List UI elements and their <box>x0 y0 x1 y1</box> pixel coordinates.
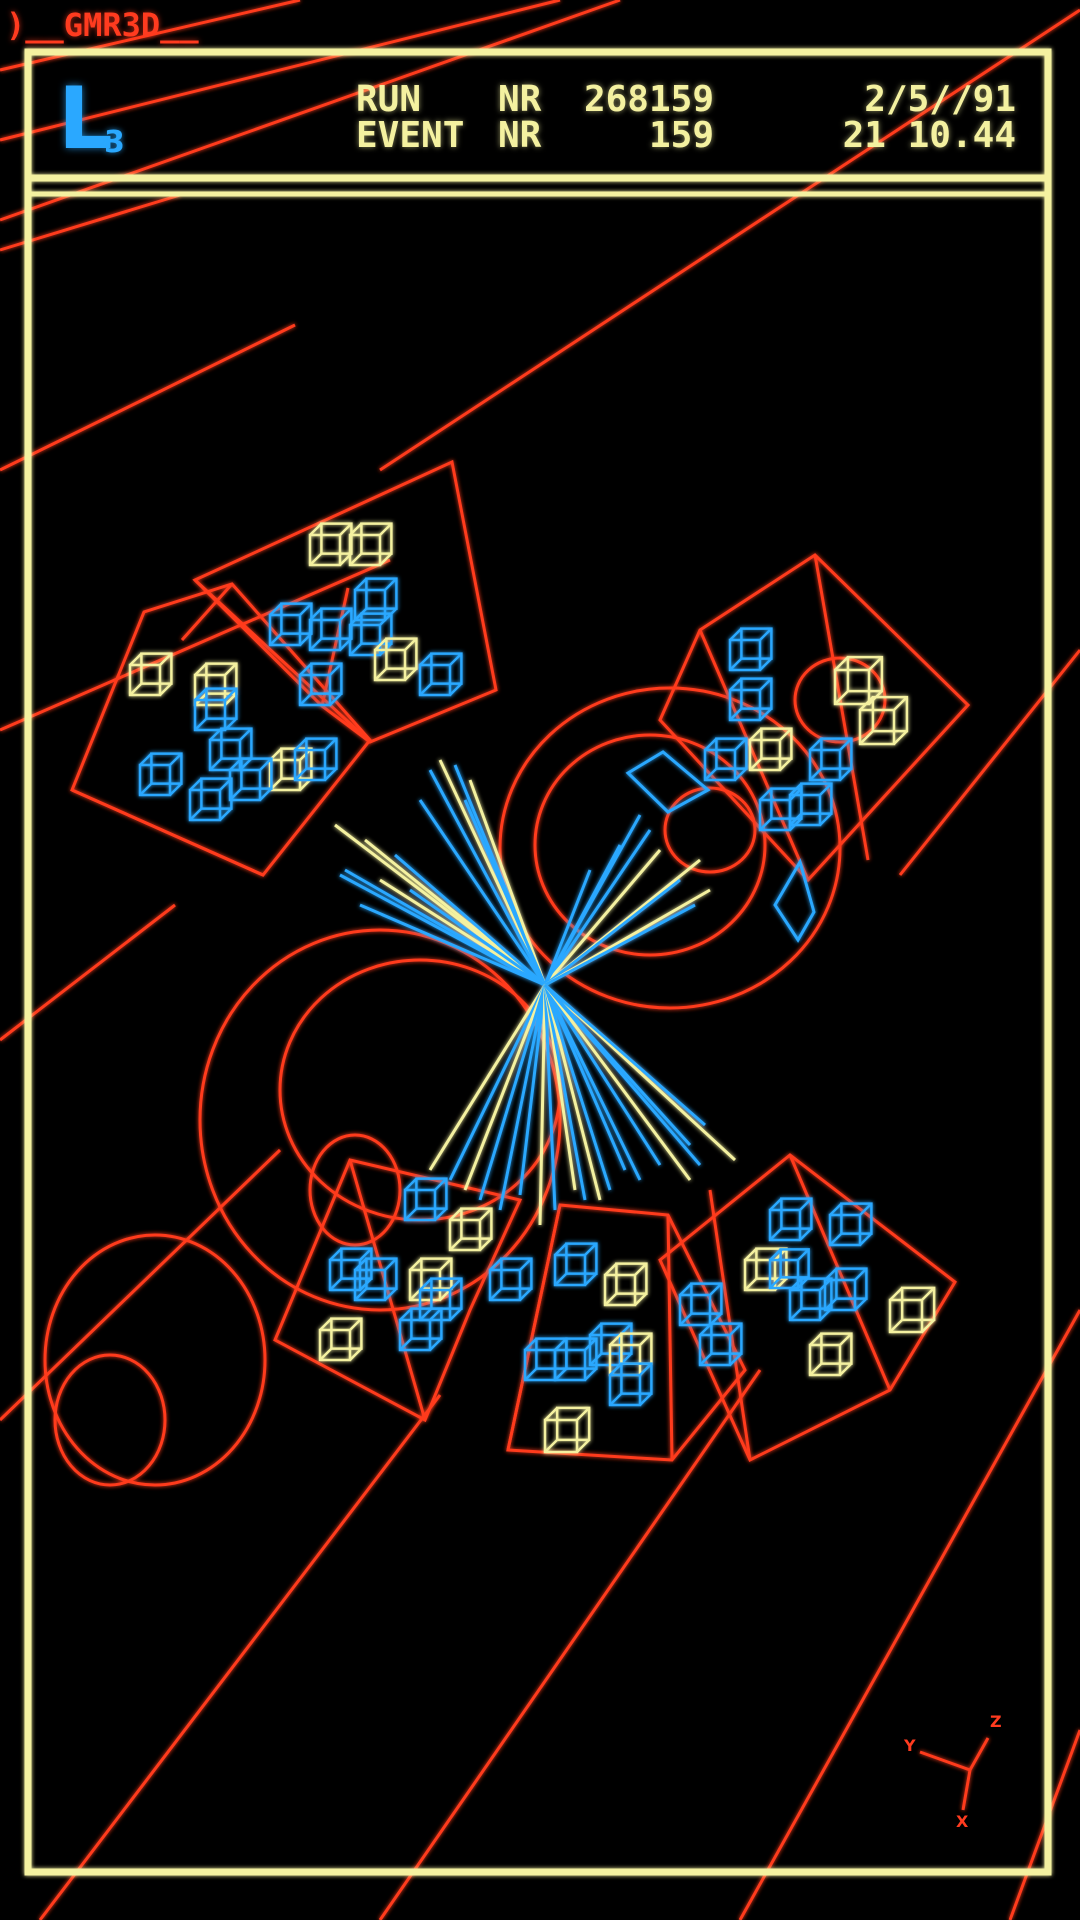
calorimeter-hit-cube <box>373 637 418 682</box>
event-nr-label: NR <box>498 115 542 156</box>
calorimeter-hit-cube <box>418 652 463 697</box>
particle-track <box>409 888 546 987</box>
calorimeter-hit-cube <box>828 1202 873 1247</box>
calorimeter-hit-cube <box>353 1257 398 1302</box>
particle-track <box>379 878 546 987</box>
calorimeter-hit-cube <box>128 652 173 697</box>
calorimeter-hit-cube <box>678 1282 723 1327</box>
particle-track <box>468 779 547 986</box>
calorimeter-hit-cube <box>293 737 338 782</box>
calorimeter-hit-cube <box>728 627 773 672</box>
particle-track <box>543 984 692 1181</box>
calorimeter-hit-cube <box>703 737 748 782</box>
particle-track <box>543 984 602 1201</box>
event-date: 2/5//91 <box>864 79 1016 120</box>
particle-track <box>543 829 652 986</box>
calorimeter-hit-cube <box>768 1197 813 1242</box>
calorimeter-hit-cube <box>448 1207 493 1252</box>
particle-track <box>543 869 592 986</box>
experiment-logo-subscript: 3 <box>104 125 125 160</box>
particle-track <box>544 878 681 987</box>
calorimeter-hit-cube <box>808 1332 853 1377</box>
calorimeter-modules <box>70 459 971 1463</box>
calorimeter-hit-cube <box>608 1362 653 1407</box>
calorimeter-hit-cube <box>308 522 353 567</box>
calorimeter-hit-cube <box>298 662 343 707</box>
event-time: 21 10.44 <box>842 115 1016 156</box>
calorimeter-hit-cube <box>728 677 773 722</box>
particle-track <box>543 984 642 1181</box>
calorimeter-hit-cube <box>888 1286 936 1334</box>
calorimeter-hit-cube <box>318 1317 363 1362</box>
calorimeter-hit-cube <box>348 612 393 657</box>
particle-track <box>538 984 547 1226</box>
calorimeter-hit-cube <box>348 522 393 567</box>
calorimeter-hit-cube <box>858 695 909 746</box>
calorimeter-hit-cube <box>328 1247 373 1292</box>
particle-track <box>463 984 547 1191</box>
calorimeter-hit-cube <box>748 727 793 772</box>
particle-track <box>518 984 547 1196</box>
calorimeter-hit-cube <box>808 737 853 782</box>
calorimeter-hits <box>128 522 936 1454</box>
run-number: 268159 <box>583 79 714 120</box>
particle-track <box>394 853 546 987</box>
calorimeter-hit-cube <box>398 1307 443 1352</box>
particle-track <box>339 873 546 987</box>
calorimeter-hit-cube <box>308 607 353 652</box>
calorimeter-hit-cube <box>208 727 253 772</box>
calorimeter-hit-cube <box>553 1242 598 1287</box>
calorimeter-hit-cube <box>188 777 233 822</box>
calorimeter-hit-cube <box>488 1257 533 1302</box>
calorimeter-hit-cube <box>228 757 273 802</box>
particle-track <box>359 903 546 987</box>
calorimeter-hit-cube <box>788 782 833 827</box>
particle-track <box>428 769 547 986</box>
calorimeter-hit-cube <box>543 1406 591 1454</box>
axis-y-label: Y <box>904 1736 916 1755</box>
calorimeter-hit-cube <box>403 1177 448 1222</box>
particle-track <box>418 799 547 986</box>
particle-track <box>428 984 547 1171</box>
display-frame <box>24 48 1052 1876</box>
event-number: 159 <box>648 115 714 156</box>
calorimeter-hit-cube <box>823 1267 868 1312</box>
particle-track <box>448 984 547 1181</box>
calorimeter-hit-cube <box>768 1248 810 1290</box>
calorimeter-hit-cube <box>268 602 313 647</box>
particle-track <box>543 984 662 1166</box>
particle-track <box>543 984 557 1211</box>
particle-track <box>463 799 547 986</box>
particle-track <box>543 983 692 1147</box>
calorimeter-hit-cube <box>698 1322 743 1367</box>
particle-tracks <box>334 759 737 1226</box>
calorimeter-hit-cube <box>833 655 884 706</box>
calorimeter-hit-cube <box>138 752 183 797</box>
particle-track <box>478 984 547 1201</box>
axis-indicator <box>919 1737 990 1811</box>
system-label: )__GMR3D__ <box>6 6 199 44</box>
axis-x-label: X <box>956 1812 969 1831</box>
particle-track <box>543 984 587 1201</box>
particle-track <box>544 983 706 1127</box>
calorimeter-hit-cube <box>193 687 238 732</box>
particle-track <box>543 849 662 986</box>
particle-track <box>544 903 696 987</box>
calorimeter-hit-cube <box>553 1337 598 1382</box>
run-nr-label: NR <box>498 79 542 120</box>
calorimeter-hit-cube <box>418 1277 463 1322</box>
particle-track <box>543 844 622 986</box>
axis-z-label: Z <box>990 1712 1002 1731</box>
run-label: RUN <box>356 79 422 120</box>
experiment-logo: L <box>58 69 113 169</box>
event-label: EVENT <box>356 115 465 156</box>
particle-track <box>543 984 612 1191</box>
particle-track <box>543 984 627 1171</box>
muon-chamber-hits <box>625 750 816 943</box>
particle-track <box>498 984 547 1211</box>
calorimeter-hit-cube <box>603 1262 648 1307</box>
